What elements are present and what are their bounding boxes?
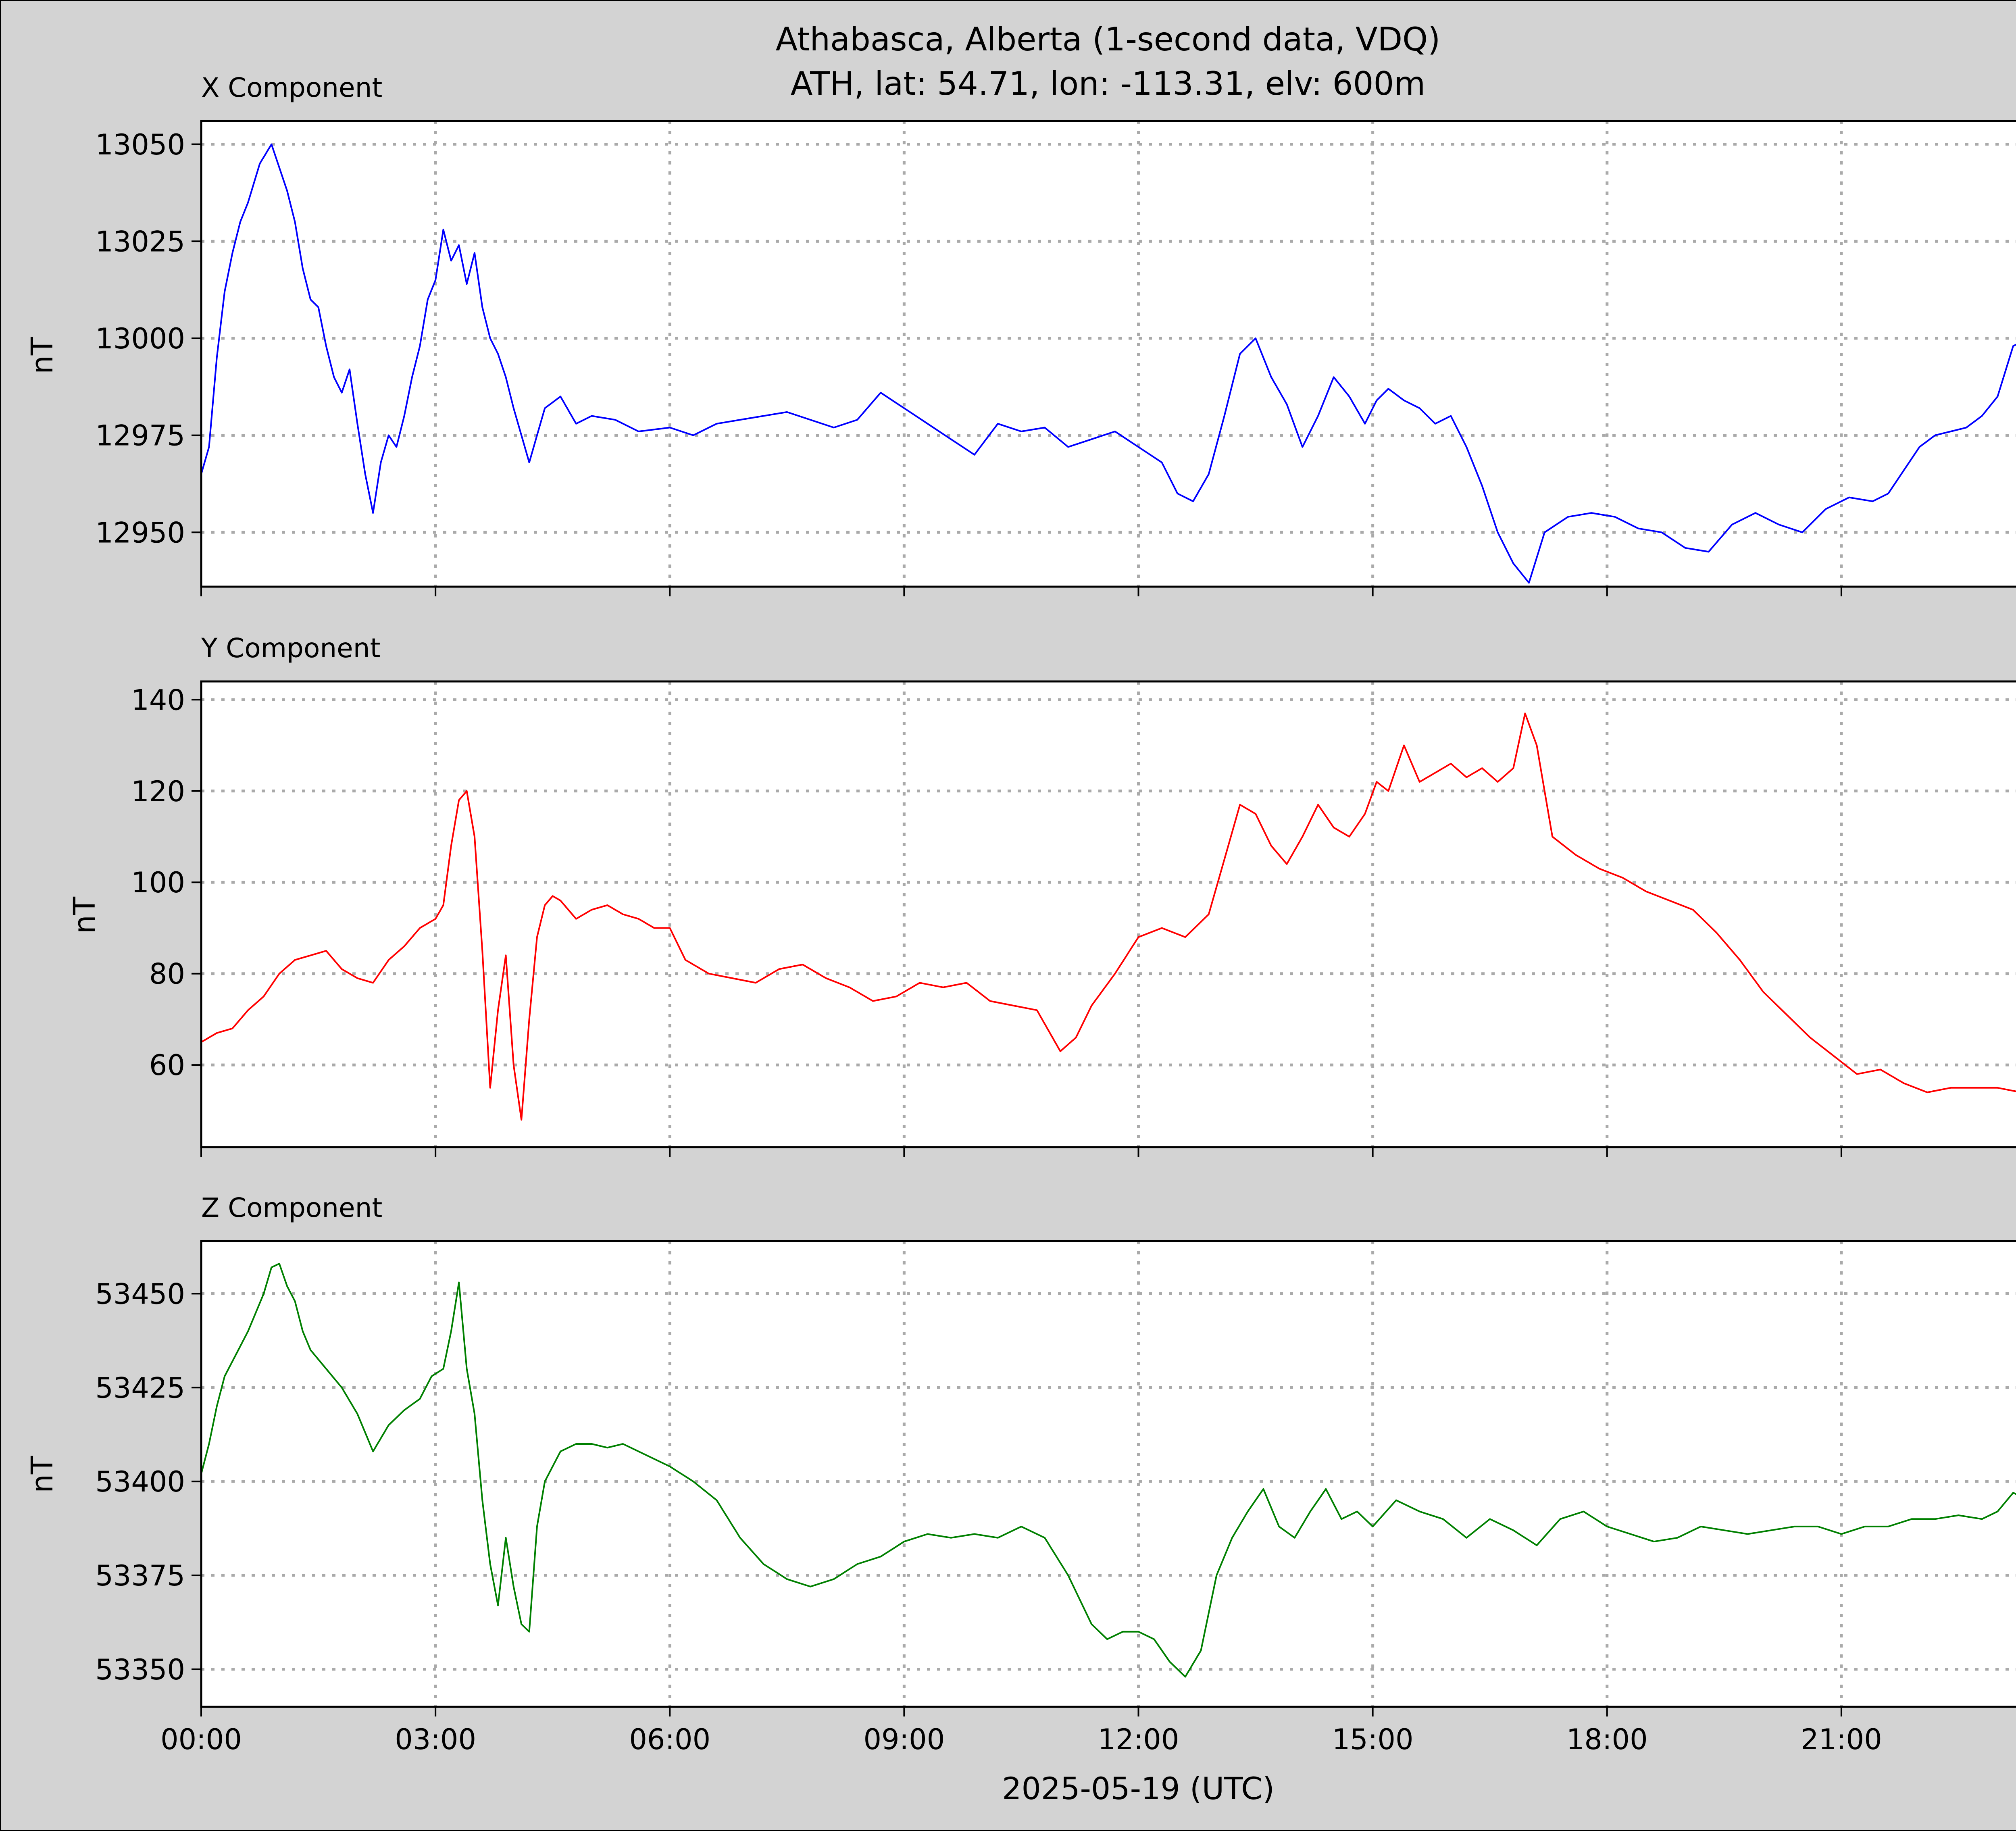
axes-frame <box>200 680 2016 1148</box>
panel-z-ylabel: nT <box>25 1456 60 1493</box>
x-axis-label: 2025-05-19 (UTC) <box>1002 1771 1275 1806</box>
series-line <box>200 1262 2016 1678</box>
y-tick-label: 13050 <box>95 128 185 161</box>
y-tick-label: 53425 <box>95 1371 185 1404</box>
x-tick-label: 09:00 <box>864 1723 945 1756</box>
panel-z-component: Z Component nT 53350 53375 53400 53425 53450… <box>25 1192 2016 1756</box>
series-line <box>200 712 2016 1121</box>
panel-x-title: X Component <box>201 72 382 103</box>
x-tick-label: 06:00 <box>629 1723 710 1756</box>
y-tick-label: 120 <box>131 775 185 808</box>
y-tick-label: 100 <box>131 866 185 899</box>
plot-area <box>201 121 2016 587</box>
y-tick-label: 53350 <box>95 1653 185 1686</box>
panel-y-component: Y Component nT 60 80 100 120 140 <box>67 633 2016 1157</box>
x-tick-label: 15:00 <box>1332 1723 1414 1756</box>
y-tick-label: 140 <box>131 683 185 717</box>
y-tick-label: 53375 <box>95 1559 185 1592</box>
panel-y-ylabel: nT <box>67 896 102 934</box>
panel-z-title: Z Component <box>201 1192 382 1223</box>
axes-frame <box>200 120 2016 588</box>
x-tick-label: 18:00 <box>1566 1723 1648 1756</box>
figure-title-line2: ATH, lat: 54.71, lon: -113.31, elv: 600m <box>791 65 1426 102</box>
y-tick-label: 53450 <box>95 1277 185 1310</box>
panel-x-component: X Component nT 12950 12975 13000 13025 13050 <box>25 72 2016 596</box>
panel-y-title: Y Component <box>201 633 380 664</box>
plot-area <box>201 681 2016 1147</box>
y-tick-label: 80 <box>149 958 185 991</box>
y-tick-label: 13000 <box>95 322 185 355</box>
y-tick-label: 60 <box>149 1049 185 1082</box>
panel-x-ylabel: nT <box>25 337 60 374</box>
figure-title-line1: Athabasca, Alberta (1-second data, VDQ) <box>776 21 1441 58</box>
axes-frame <box>200 1240 2016 1708</box>
x-tick-label: 03:00 <box>395 1723 476 1756</box>
x-tick-label: 00:00 <box>160 1723 242 1756</box>
x-tick-label: 21:00 <box>1801 1723 1882 1756</box>
y-tick-label: 12975 <box>95 419 185 452</box>
series-line <box>200 143 2016 584</box>
plot-area <box>201 1241 2016 1707</box>
y-tick-label: 13025 <box>95 225 185 258</box>
y-tick-label: 12950 <box>95 516 185 549</box>
x-tick-label: 12:00 <box>1098 1723 1179 1756</box>
y-tick-label: 53400 <box>95 1465 185 1498</box>
